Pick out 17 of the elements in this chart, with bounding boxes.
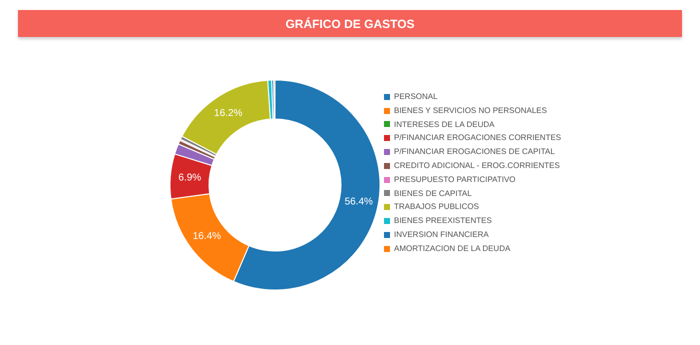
legend-label: INTERESES DE LA DEUDA — [393, 118, 496, 131]
legend-label: BIENES PREEXISTENTES — [393, 215, 493, 228]
legend-label: PRESUPUESTO PARTICIPATIVO — [393, 174, 517, 186]
legend-label: PERSONAL — [393, 91, 439, 103]
legend-label: CREDITO ADICIONAL - EROG.CORRIENTES — [393, 160, 561, 172]
data-label: 56.4% — [344, 196, 374, 208]
legend-label: AMORTIZACION DE LA DEUDA — [393, 242, 512, 255]
legend-label: P/FINANCIAR EROGACIONES CORRIENTES — [393, 132, 562, 144]
data-label: 16.4% — [192, 231, 222, 242]
legend-label: P/FINANCIAR EROGACIONES DE CAPITAL — [393, 146, 556, 158]
legend-label: TRABAJOS PUBLICOS — [393, 201, 480, 214]
legend-label: INVERSION FINANCIERA — [393, 228, 490, 241]
data-label: 16.2% — [214, 108, 243, 119]
data-label: 6.9% — [178, 172, 202, 184]
chart-title: GRÁFICO DE GASTOS — [18, 10, 682, 37]
legend-label: BIENES Y SERVICIOS NO PERSONALES — [393, 104, 548, 117]
legend-label: BIENES DE CAPITAL — [393, 188, 473, 200]
